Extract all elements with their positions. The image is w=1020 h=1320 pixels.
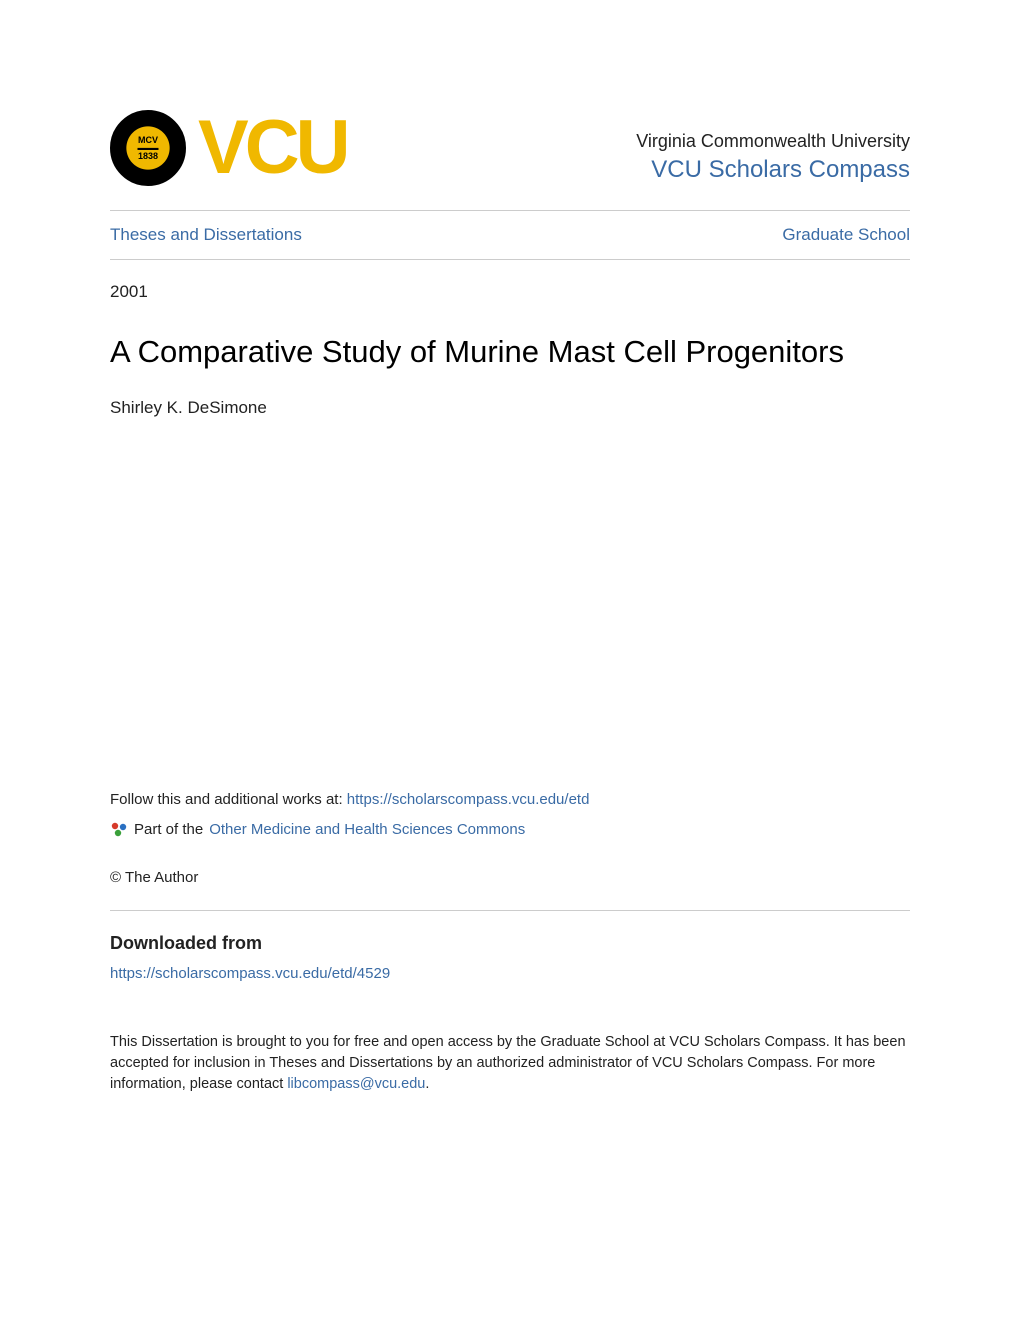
- seal-year-text: 1838: [138, 152, 158, 161]
- seal-inner: MCV ▬▬▬ 1838: [128, 128, 168, 168]
- follow-prefix: Follow this and additional works at:: [110, 791, 347, 808]
- part-of-line: Part of the Other Medicine and Health Sc…: [110, 818, 910, 842]
- university-seal-icon: MCV ▬▬▬ 1838: [110, 110, 186, 186]
- part-prefix: Part of the: [134, 818, 203, 842]
- document-title: A Comparative Study of Murine Mast Cell …: [110, 334, 910, 370]
- breadcrumb-nav: Theses and Dissertations Graduate School: [110, 211, 910, 259]
- contact-email-link[interactable]: libcompass@vcu.edu: [287, 1076, 425, 1092]
- graduate-school-link[interactable]: Graduate School: [782, 225, 910, 245]
- network-icon: [110, 821, 128, 839]
- footer-after: .: [425, 1076, 429, 1092]
- document-content: 2001 A Comparative Study of Murine Mast …: [110, 260, 910, 418]
- document-author: Shirley K. DeSimone: [110, 398, 910, 418]
- seal-top-text: MCV: [138, 136, 158, 145]
- logo-block: MCV ▬▬▬ 1838 VCU: [110, 110, 346, 186]
- download-url-link[interactable]: https://scholarscompass.vcu.edu/etd/4529: [110, 965, 390, 982]
- footer-before: This Dissertation is brought to you for …: [110, 1034, 906, 1092]
- follow-section: Follow this and additional works at: htt…: [110, 788, 910, 1095]
- header: MCV ▬▬▬ 1838 VCU Virginia Commonwealth U…: [110, 110, 910, 186]
- etd-link[interactable]: https://scholarscompass.vcu.edu/etd: [347, 791, 590, 808]
- footer-text: This Dissertation is brought to you for …: [110, 1032, 910, 1095]
- header-right: Virginia Commonwealth University VCU Sch…: [636, 131, 910, 186]
- vcu-logo-text: VCU: [198, 116, 346, 181]
- follow-line: Follow this and additional works at: htt…: [110, 788, 910, 812]
- theses-link[interactable]: Theses and Dissertations: [110, 225, 302, 245]
- publication-year: 2001: [110, 282, 910, 302]
- divider-mid: [110, 910, 910, 911]
- commons-link[interactable]: Other Medicine and Health Sciences Commo…: [209, 818, 525, 842]
- university-name: Virginia Commonwealth University: [636, 131, 910, 152]
- downloaded-heading: Downloaded from: [110, 929, 910, 958]
- content-spacer: [110, 418, 910, 788]
- scholars-compass-link[interactable]: VCU Scholars Compass: [651, 156, 910, 183]
- copyright-text: © The Author: [110, 866, 910, 890]
